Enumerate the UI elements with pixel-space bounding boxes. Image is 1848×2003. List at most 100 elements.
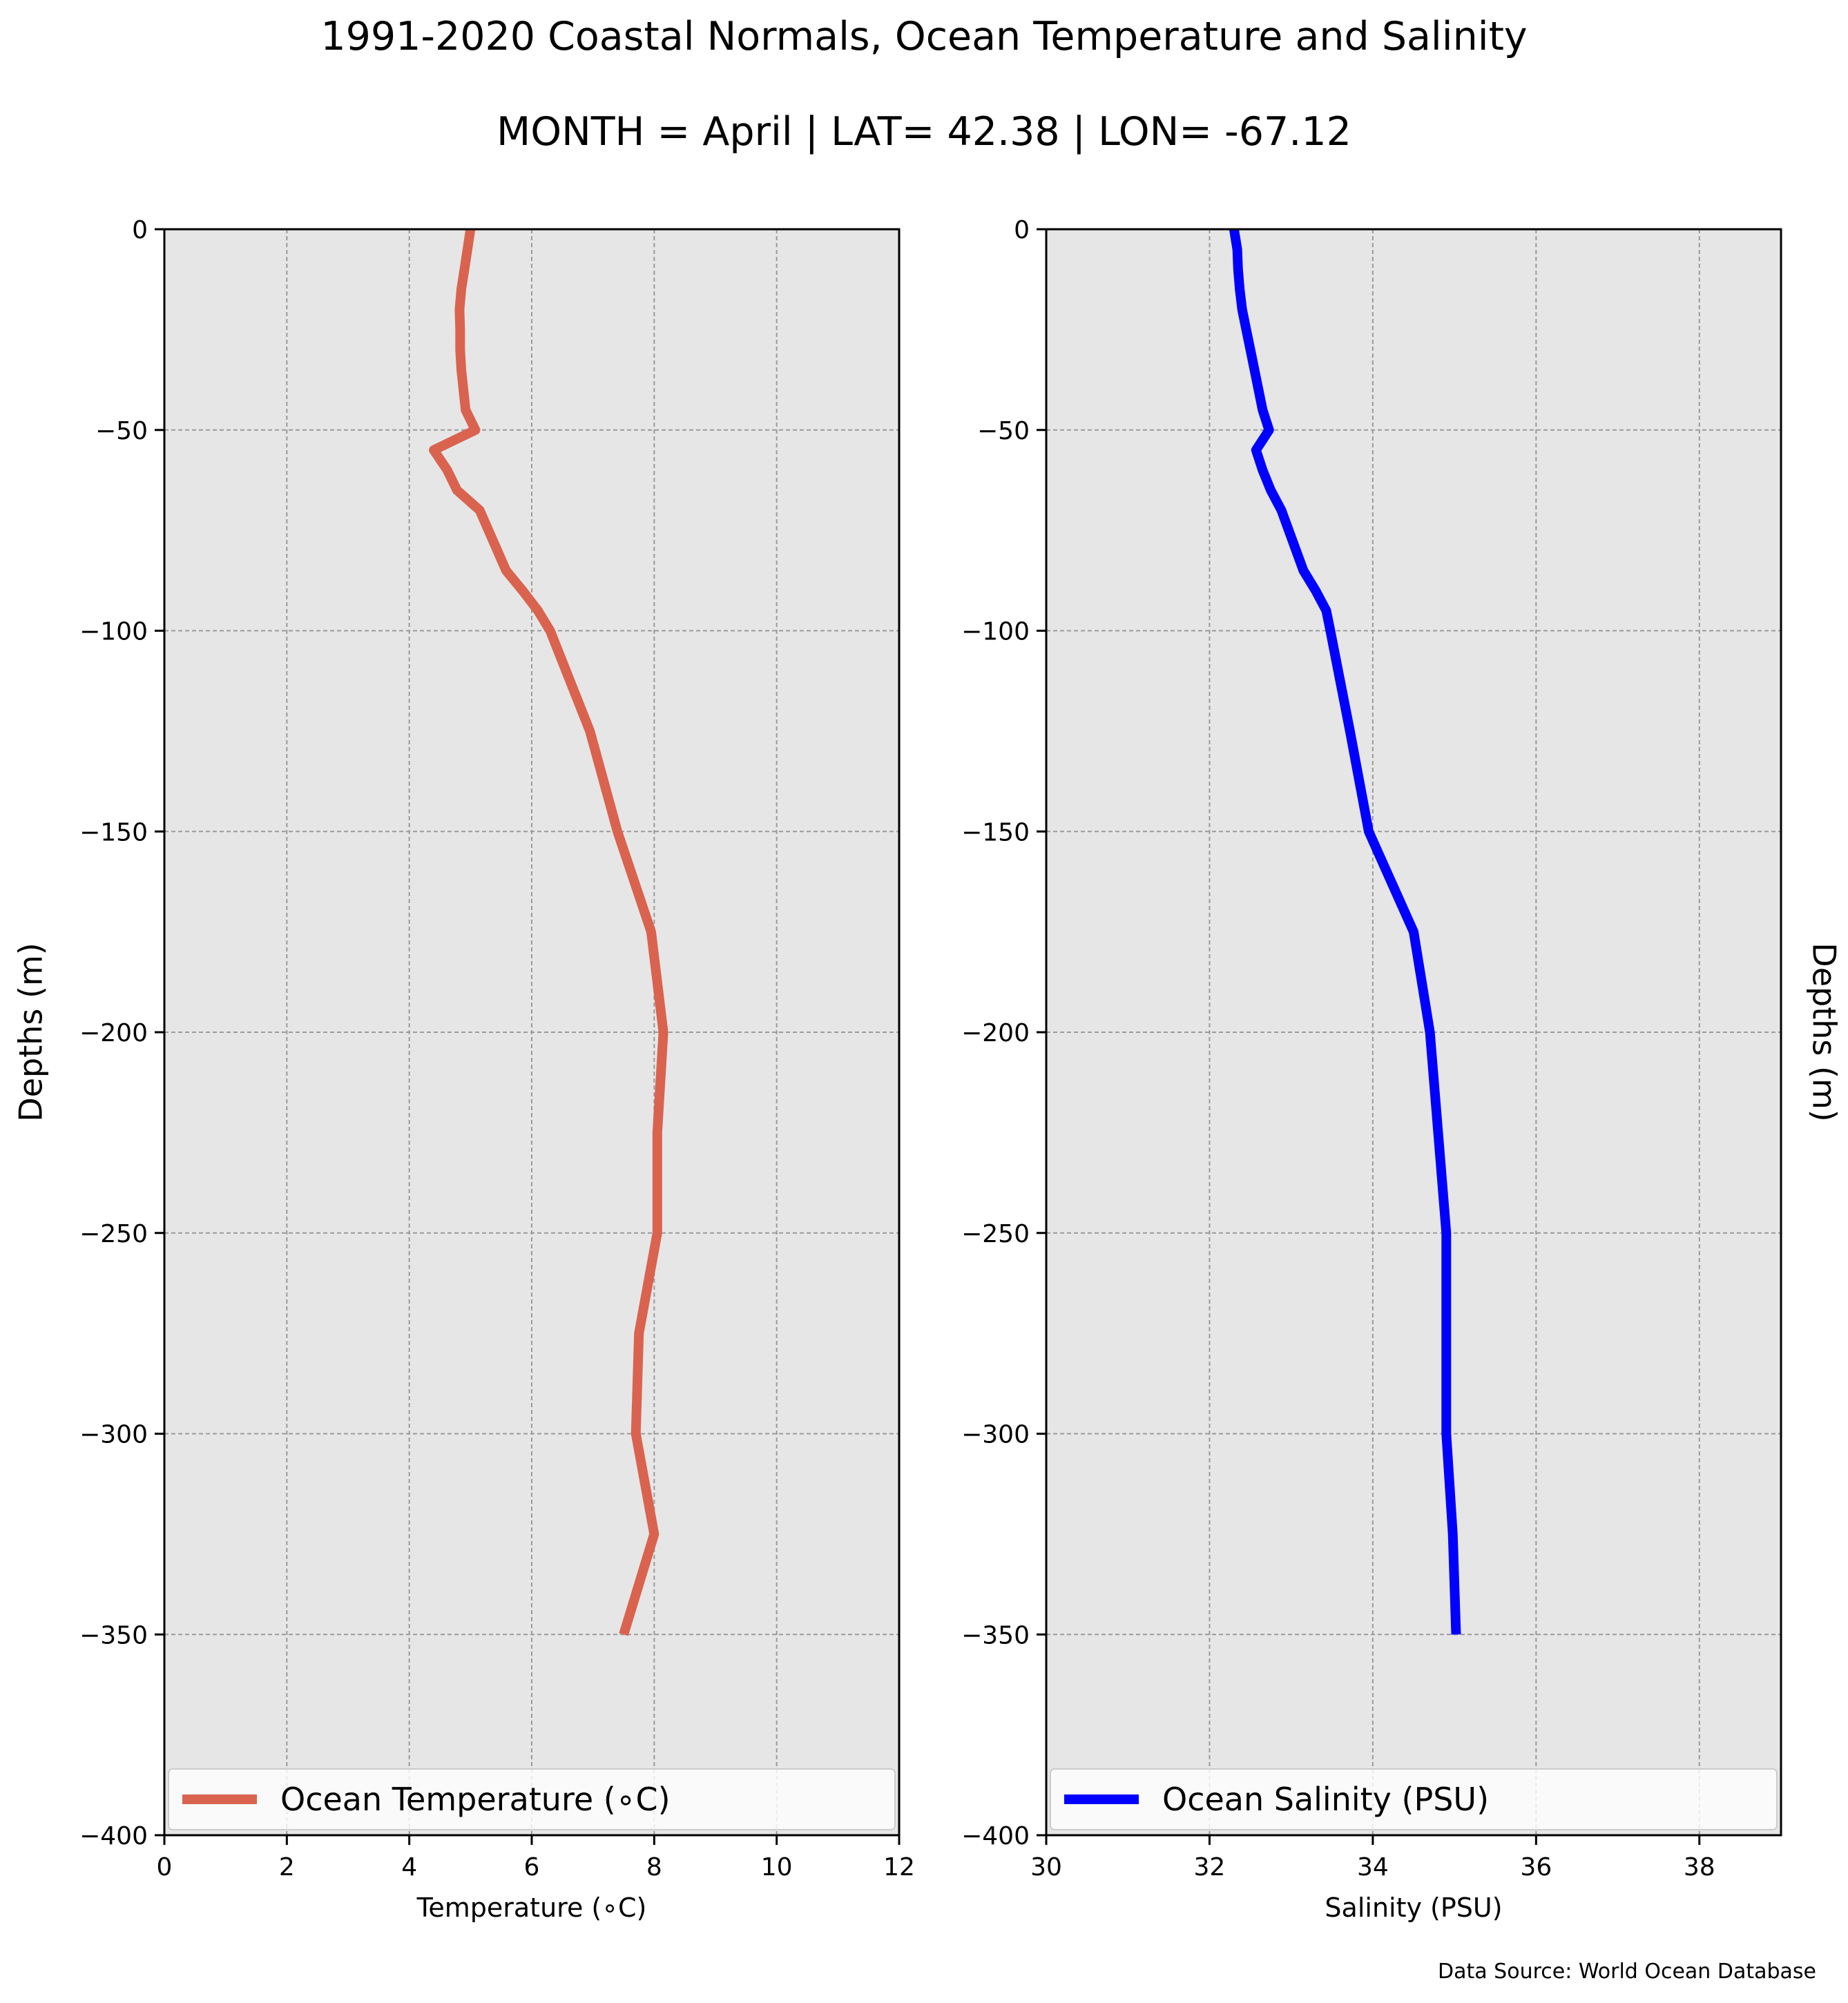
data-point xyxy=(1445,1433,1447,1435)
data-point xyxy=(635,1433,637,1435)
data-point xyxy=(1242,309,1243,310)
x-tick-label: 0 xyxy=(157,1853,173,1881)
data-point xyxy=(433,449,434,451)
data-point xyxy=(474,429,476,431)
data-point xyxy=(465,409,466,411)
x-axis-label: Salinity (PSU) xyxy=(1325,1893,1502,1923)
data-point xyxy=(1237,249,1238,250)
y-tick-label: −100 xyxy=(961,618,1030,646)
y-tick-label: −150 xyxy=(961,818,1030,846)
legend: Ocean Salinity (PSU) xyxy=(1050,1768,1778,1830)
data-point xyxy=(1238,269,1239,270)
legend: Ocean Temperature (∘C) xyxy=(168,1768,896,1830)
legend-box xyxy=(1050,1768,1778,1830)
y-tick-label: −250 xyxy=(79,1220,148,1248)
data-point xyxy=(461,289,462,290)
x-tick-label: 36 xyxy=(1520,1853,1552,1881)
x-tick-label: 4 xyxy=(401,1853,417,1881)
data-point xyxy=(1368,831,1369,832)
data-point xyxy=(447,470,448,471)
legend-box xyxy=(168,1768,896,1830)
data-point xyxy=(589,730,590,732)
data-point xyxy=(1270,490,1271,491)
data-point xyxy=(651,931,652,933)
y-axis-label: Depths (m) xyxy=(12,942,50,1121)
data-point xyxy=(1255,449,1257,451)
y-tick-label: −100 xyxy=(79,618,148,646)
y-tick-label: −300 xyxy=(961,1421,1030,1449)
y-axis-label: Depths (m) xyxy=(1806,942,1843,1121)
data-point xyxy=(467,249,468,250)
y-tick-label: −400 xyxy=(961,1822,1030,1850)
y-tick-label: −250 xyxy=(961,1220,1030,1248)
data-point xyxy=(463,269,465,270)
x-tick-label: 32 xyxy=(1194,1853,1226,1881)
data-point xyxy=(1445,1232,1447,1234)
x-tick-label: 30 xyxy=(1030,1853,1062,1881)
y-tick-label: −150 xyxy=(79,818,148,846)
data-point xyxy=(1262,409,1263,411)
chart-panel-2: Ocean Salinity (PSU) 30 32 34 36 38 0 −50 −100 −1… xyxy=(961,216,1842,1923)
data-point xyxy=(1246,329,1247,330)
data-point xyxy=(550,630,551,632)
x-tick-label: 12 xyxy=(883,1853,915,1881)
data-point xyxy=(1280,510,1282,511)
y-tick-label: −200 xyxy=(961,1019,1030,1047)
data-point xyxy=(657,1132,658,1133)
series-line-1 xyxy=(429,228,668,1636)
data-point xyxy=(1349,730,1351,732)
data-point xyxy=(617,831,618,832)
data-point xyxy=(623,1634,624,1635)
data-point xyxy=(657,1232,658,1234)
y-tick-label: −200 xyxy=(79,1019,148,1047)
data-point xyxy=(1329,630,1331,632)
chart-panel-1: Ocean Temperature (∘C) 0 2 4 6 8 10 12 0 −50 −100 −… xyxy=(12,216,915,1923)
data-point xyxy=(1250,349,1251,350)
panels: Ocean Temperature (∘C) 0 2 4 6 8 10 12 0 −50 −100 −… xyxy=(12,216,1843,1923)
x-tick-label: 38 xyxy=(1684,1853,1715,1881)
data-point xyxy=(653,1533,655,1535)
data-point xyxy=(1430,1032,1431,1033)
chart-subtitle: MONTH = April | LAT= 42.38 | LON= -67.12 xyxy=(497,109,1351,155)
data-point xyxy=(1326,610,1327,611)
y-tick-label: 0 xyxy=(132,216,148,244)
data-point xyxy=(638,1333,639,1334)
data-point xyxy=(1315,590,1316,591)
y-tick-label: −350 xyxy=(961,1621,1030,1649)
x-tick-label: 6 xyxy=(524,1853,540,1881)
data-point xyxy=(1262,470,1263,471)
data-point xyxy=(1253,369,1255,371)
data-point xyxy=(456,490,458,491)
y-tick-label: −50 xyxy=(95,417,148,445)
data-point xyxy=(1445,1333,1447,1334)
chart-title: 1991-2020 Coastal Normals, Ocean Tempera… xyxy=(320,14,1527,59)
x-tick-label: 2 xyxy=(279,1853,295,1881)
x-tick-label: 8 xyxy=(646,1853,662,1881)
legend-label: Ocean Salinity (PSU) xyxy=(1162,1781,1489,1818)
legend-label: Ocean Temperature (∘C) xyxy=(280,1781,671,1818)
data-point xyxy=(461,369,462,371)
data-point xyxy=(1302,570,1304,571)
data-point xyxy=(459,349,461,350)
data-point xyxy=(1269,429,1270,431)
y-tick-label: −350 xyxy=(79,1621,148,1649)
data-point xyxy=(1452,1533,1454,1535)
y-tick-label: −400 xyxy=(79,1822,148,1850)
data-source-note: Data Source: World Ocean Database xyxy=(1438,1960,1816,1984)
x-tick-label: 10 xyxy=(761,1853,793,1881)
data-point xyxy=(522,590,523,591)
x-axis-label: Temperature (∘C) xyxy=(416,1893,647,1923)
series-line-1 xyxy=(1229,228,1461,1635)
data-point xyxy=(537,610,539,611)
y-tick-label: −50 xyxy=(977,417,1030,445)
data-point xyxy=(1413,931,1414,933)
data-point xyxy=(506,570,507,571)
data-point xyxy=(459,309,460,310)
data-point xyxy=(1239,289,1240,290)
data-point xyxy=(1437,1132,1438,1133)
y-tick-label: 0 xyxy=(1014,216,1030,244)
data-point xyxy=(479,510,481,511)
data-point xyxy=(663,1032,664,1033)
y-tick-label: −300 xyxy=(79,1421,148,1449)
